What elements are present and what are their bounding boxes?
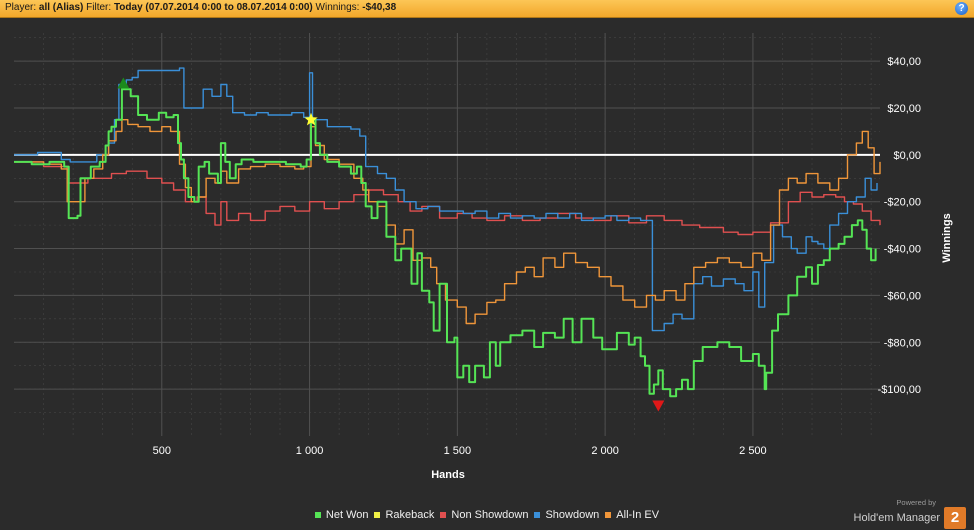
x-tick-label: 1 000 xyxy=(296,445,324,457)
legend-swatch xyxy=(440,512,447,519)
filter-summary: Player: all (Alias) Filter: Today (07.07… xyxy=(5,2,396,13)
series-non-showdown xyxy=(14,161,881,236)
x-axis-label: Hands xyxy=(431,469,465,481)
filter-label: Filter: xyxy=(86,2,112,13)
axis-ticks: 500 1 000 1 500 2 000 2 500 $40,00 $20,00 $0,00… xyxy=(153,56,921,457)
x-tick-label: 2 000 xyxy=(591,445,619,457)
legend-label: Showdown xyxy=(545,509,600,521)
series-lines xyxy=(14,67,881,398)
markers xyxy=(117,77,665,412)
grid xyxy=(14,33,880,436)
legend-swatch xyxy=(314,512,321,519)
legend-item: Rakeback xyxy=(374,509,434,521)
star-marker xyxy=(304,112,318,126)
filter-header-bar: Player: all (Alias) Filter: Today (07.07… xyxy=(0,0,974,18)
player-value: all (Alias) xyxy=(38,2,84,13)
min-marker xyxy=(652,400,665,412)
y-tick-label: $20,00 xyxy=(887,103,921,115)
legend-swatch xyxy=(374,512,381,519)
legend-label: All-In EV xyxy=(616,509,660,521)
legend-label: Rakeback xyxy=(385,509,435,521)
legend-item: Showdown xyxy=(534,509,599,521)
legend-label: Net Won xyxy=(325,509,369,521)
y-tick-label: -$80,00 xyxy=(884,337,921,349)
legend-swatch xyxy=(605,512,612,519)
legend-swatch xyxy=(534,512,541,519)
x-tick-label: 2 500 xyxy=(739,445,767,457)
filter-value: Today (07.07.2014 0:00 to 08.07.2014 0:0… xyxy=(113,2,313,13)
y-axis-label: Winnings xyxy=(941,213,953,262)
legend-item: Net Won xyxy=(314,509,369,521)
legend-item: Non Showdown xyxy=(440,509,528,521)
y-tick-label: -$20,00 xyxy=(884,197,921,209)
legend-label: Non Showdown xyxy=(451,509,529,521)
help-icon[interactable]: ? xyxy=(955,2,968,15)
winnings-label: Winnings: xyxy=(315,2,360,13)
max-marker xyxy=(117,77,130,89)
legend-item: All-In EV xyxy=(605,509,659,521)
winnings-value: -$40,38 xyxy=(362,2,397,13)
powered-by-text: Powered by xyxy=(896,498,936,507)
y-tick-label: -$40,00 xyxy=(884,244,921,256)
y-tick-label: $40,00 xyxy=(887,56,921,68)
hem2-logo-icon: 2 xyxy=(944,507,966,529)
winnings-graph: 500 1 000 1 500 2 000 2 500 $40,00 $20,00 $0,00… xyxy=(14,33,953,481)
y-tick-label: $0,00 xyxy=(893,150,921,162)
y-tick-label: -$60,00 xyxy=(884,290,921,302)
y-tick-label: -$100,00 xyxy=(878,384,921,396)
x-tick-label: 500 xyxy=(153,445,171,457)
chart-legend: Net Won Rakeback Non Showdown Showdown All-I… xyxy=(0,509,974,521)
series-all-in-ev xyxy=(14,119,881,325)
branding: Powered by Hold'em Manager 2 xyxy=(854,498,966,529)
series-net-won xyxy=(14,88,877,398)
x-tick-label: 1 500 xyxy=(444,445,472,457)
player-label: Player: xyxy=(5,2,37,13)
brand-name: Hold'em Manager xyxy=(853,512,940,524)
